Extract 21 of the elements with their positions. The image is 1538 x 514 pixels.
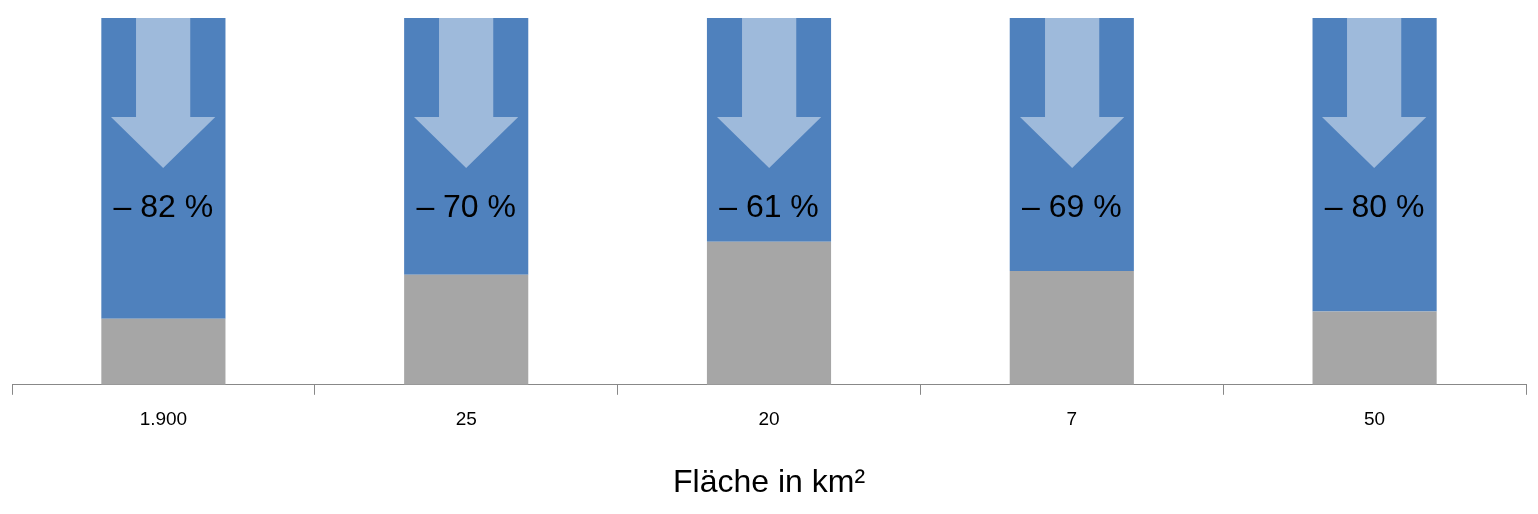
bar <box>1312 18 1437 312</box>
annotation: – 80 % <box>1324 187 1425 224</box>
x-tick-label: 50 <box>1364 408 1386 430</box>
annotation: – 69 % <box>1021 187 1122 224</box>
bar <box>1009 271 1134 385</box>
bar <box>706 241 832 385</box>
annotation: – 70 % <box>416 187 517 224</box>
bar <box>101 18 226 319</box>
bar <box>101 318 226 385</box>
x-axis-title: Fläche in km² <box>672 462 866 499</box>
bar <box>1312 311 1437 385</box>
bar <box>1009 18 1134 272</box>
annotation: – 61 % <box>719 187 819 224</box>
x-tick-label: 1.900 <box>139 408 188 430</box>
bar <box>706 18 832 242</box>
bar <box>404 274 529 385</box>
x-tick-label: 20 <box>758 408 780 430</box>
bar <box>404 18 529 275</box>
x-tick-label: 25 <box>455 408 477 430</box>
annotation: – 82 % <box>113 187 214 224</box>
x-tick-label: 7 <box>1066 408 1078 430</box>
